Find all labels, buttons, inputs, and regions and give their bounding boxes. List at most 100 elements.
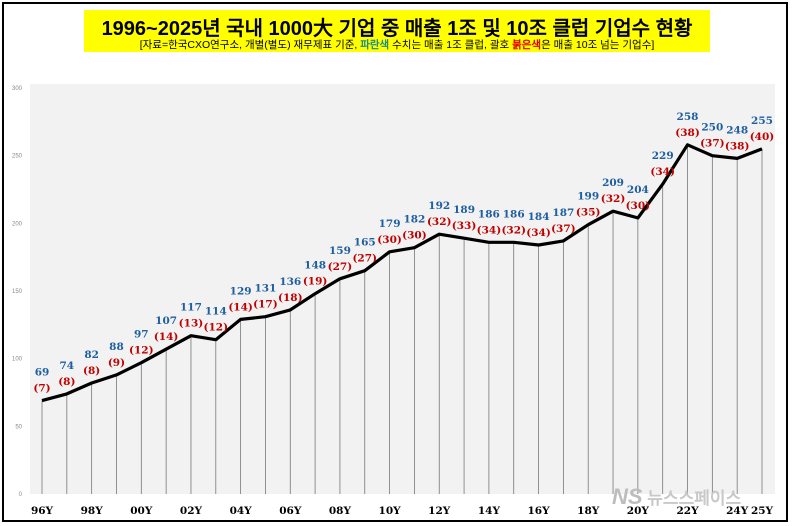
over-10t-label: (12) (129, 345, 154, 357)
plot-area (30, 84, 775, 494)
over-10t-label: (34) (477, 224, 502, 236)
watermark-logo: NS (612, 484, 643, 509)
chart-title: 1996~2025년 국내 1000大 기업 중 매출 1조 및 10조 클럽 … (101, 18, 693, 40)
series-line (41, 143, 763, 403)
over-10t-label: (37) (551, 223, 576, 235)
x-axis: 96Y 98Y 00Y 02Y 04Y 06Y 08Y 10Y 12Y 14Y 16Y 18Y 20Y 2… (31, 505, 774, 517)
x-tick-label: 16Y (527, 505, 550, 517)
over-10t-label: (27) (328, 261, 353, 273)
over-1t-label: 186 (503, 208, 525, 220)
over-10t-label: (32) (601, 193, 626, 205)
subtitle-part-2: 수치는 매출 1조 클럽, 괄호 (389, 39, 513, 51)
watermark-text: 뉴스스페이스 (647, 489, 742, 508)
over-10t-label: (33) (452, 220, 477, 232)
over-1t-label: 114 (205, 306, 227, 318)
over-1t-label: 182 (403, 214, 425, 226)
over-1t-label: 192 (428, 200, 450, 212)
y-tick-label: 300 (12, 86, 23, 92)
over-1t-label: 186 (478, 208, 500, 220)
x-tick-label: 10Y (379, 505, 402, 517)
over-1t-label: 204 (627, 184, 649, 196)
drop-lines (41, 144, 763, 494)
over-10t-label: (12) (204, 322, 229, 334)
x-tick-label: 02Y (180, 505, 203, 517)
x-tick-label: 25Y (751, 505, 774, 517)
over-10t-label: (35) (576, 207, 601, 219)
subtitle-part-1: 파란색 (360, 39, 390, 51)
title-banner: 1996~2025년 국내 1000大 기업 중 매출 1조 및 10조 클럽 … (84, 10, 710, 52)
x-tick-label: 18Y (577, 505, 600, 517)
over-10t-label: (19) (303, 276, 328, 288)
x-tick-label: 14Y (478, 505, 501, 517)
x-tick-label: 08Y (329, 505, 352, 517)
over-10t-label: (34) (650, 166, 675, 178)
over-10t-label: (17) (253, 299, 278, 311)
x-tick-label: 96Y (31, 505, 54, 517)
over-1t-label: 250 (701, 122, 723, 134)
over-10t-label: (30) (402, 230, 427, 242)
subtitle-part-3: 붉은색 (512, 39, 542, 51)
y-tick-label: 250 (12, 154, 23, 160)
over-10t-label: (37) (700, 138, 725, 150)
over-10t-label: (32) (501, 224, 526, 236)
y-tick-label: 100 (12, 357, 23, 363)
over-1t-label: 248 (726, 124, 748, 136)
over-1t-label: 131 (254, 283, 276, 295)
y-tick-label: 0 (19, 492, 23, 498)
over-10t-label: (38) (675, 127, 700, 139)
over-1t-label: 129 (230, 285, 252, 297)
over-1t-label: 209 (602, 177, 624, 189)
y-tick-label: 200 (12, 221, 23, 227)
over-1t-label: 69 (35, 367, 50, 379)
x-tick-label: 20Y (627, 505, 650, 517)
over-10t-label: (30) (626, 200, 651, 212)
over-1t-label: 82 (84, 349, 99, 361)
over-10t-label: (34) (526, 227, 551, 239)
over-1t-label: 117 (180, 302, 202, 314)
over-10t-label: (13) (179, 318, 204, 330)
over-1t-label: 189 (453, 204, 475, 216)
over-10t-label: (18) (278, 292, 303, 304)
x-tick-label: 06Y (279, 505, 302, 517)
over-1t-label: 255 (751, 115, 773, 127)
over-1t-label: 179 (379, 218, 401, 230)
over-1t-label: 97 (134, 329, 149, 341)
over-10t-labels: (7)(8)(8)(9)(12)(14)(13) (12)(14) (17)(18)… (33, 127, 774, 395)
over-1t-label: 148 (304, 260, 326, 272)
subtitle-part-4: 은 매출 10조 넘는 기업수] (541, 39, 655, 51)
over-1t-label: 88 (109, 341, 124, 353)
over-10t-label: (27) (352, 253, 377, 265)
over-1t-label: 74 (60, 360, 75, 372)
watermark: NS 뉴스스페이스 (612, 484, 741, 510)
x-tick-label: 98Y (81, 505, 104, 517)
over-10t-label: (30) (377, 234, 402, 246)
over-1t-label: 184 (528, 211, 550, 223)
over-10t-label: (7) (33, 383, 50, 395)
over-1t-label: 258 (677, 111, 699, 123)
x-tick-label: 12Y (428, 505, 451, 517)
y-tick-label: 50 (15, 424, 22, 430)
over-10t-label: (9) (108, 357, 125, 369)
over-1t-label: 229 (652, 150, 674, 162)
over-1t-label: 165 (354, 237, 376, 249)
x-tick-label: 00Y (130, 505, 153, 517)
x-tick-label: 24Y (726, 505, 749, 517)
subtitle-part-0: [자료=한국CXO연구소, 개별(별도) 재무제표 기준, (139, 39, 361, 51)
over-1t-label: 107 (155, 315, 177, 327)
y-tick-label: 150 (12, 289, 23, 295)
over-1t-label: 159 (329, 245, 351, 257)
over-1t-label: 136 (279, 276, 301, 288)
over-10t-label: (8) (58, 376, 75, 388)
over-10t-label: (32) (427, 216, 452, 228)
over-10t-label: (38) (725, 140, 750, 152)
y-axis: 0 50 100 150 200 250 300 (12, 86, 23, 498)
over-1t-label: 199 (577, 191, 599, 203)
over-10t-label: (14) (154, 331, 179, 343)
chart-subtitle: [자료=한국CXO연구소, 개별(별도) 재무제표 기준, 파란색 수치는 매출… (84, 37, 710, 52)
over-10t-label: (40) (750, 131, 775, 143)
over-1t-label: 187 (552, 207, 574, 219)
x-tick-label: 22Y (676, 505, 699, 517)
over-10t-label: (14) (228, 301, 253, 313)
over-10t-label: (8) (83, 365, 100, 377)
